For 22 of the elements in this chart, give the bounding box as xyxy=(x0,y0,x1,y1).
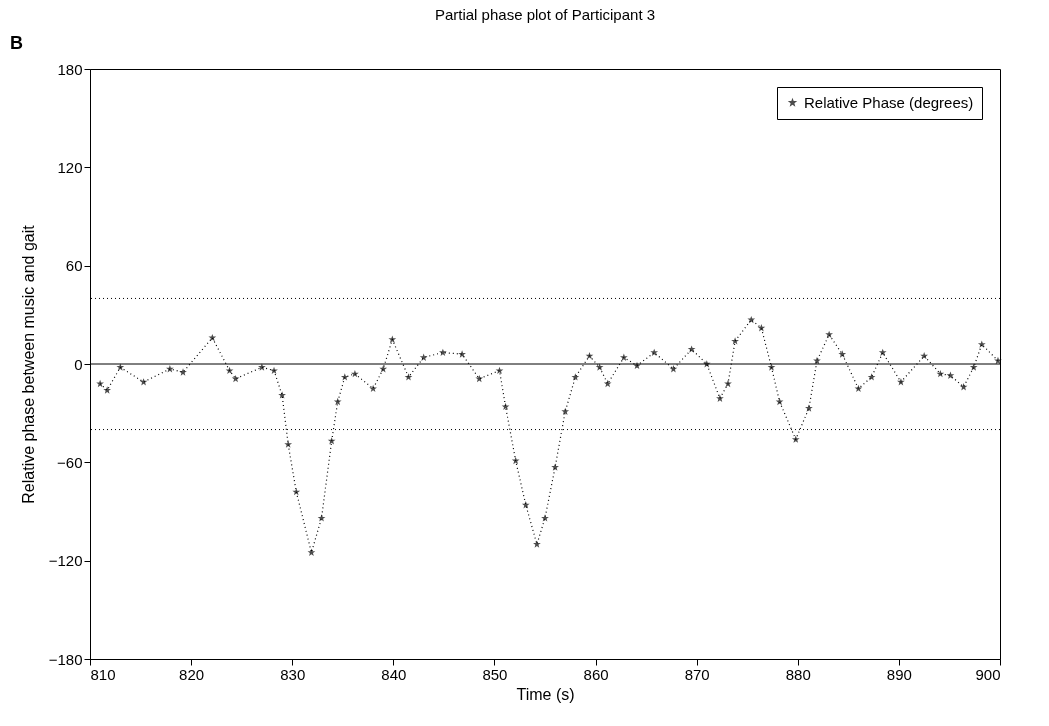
x-tick-label: 870 xyxy=(684,665,710,683)
x-tick-label: 890 xyxy=(886,665,912,683)
y-tick-label: −120 xyxy=(48,552,83,570)
y-axis-title: Relative phase between music and gait xyxy=(19,224,37,504)
x-axis-title: Time (s) xyxy=(516,685,575,703)
x-tick-label: 860 xyxy=(583,665,609,683)
x-tick-label: 840 xyxy=(381,665,407,683)
x-tick-label: 810 xyxy=(90,665,116,683)
y-tick-label: 60 xyxy=(65,257,83,275)
y-tick-label: 120 xyxy=(57,158,83,176)
chart-title: Partial phase plot of Participant 3 xyxy=(434,6,656,23)
x-tick-label: 850 xyxy=(482,665,508,683)
x-tick-label: 820 xyxy=(179,665,205,683)
x-tick-label: 830 xyxy=(280,665,306,683)
text: B xyxy=(10,33,23,53)
y-tick-label: −60 xyxy=(57,453,83,471)
legend-label: Relative Phase (degrees) xyxy=(804,93,974,111)
x-tick-label: 880 xyxy=(785,665,811,683)
x-tick-label: 900 xyxy=(975,665,1001,683)
y-tick-label: −180 xyxy=(48,650,83,668)
y-tick-label: 0 xyxy=(74,355,83,373)
y-tick-label: 180 xyxy=(57,60,83,78)
